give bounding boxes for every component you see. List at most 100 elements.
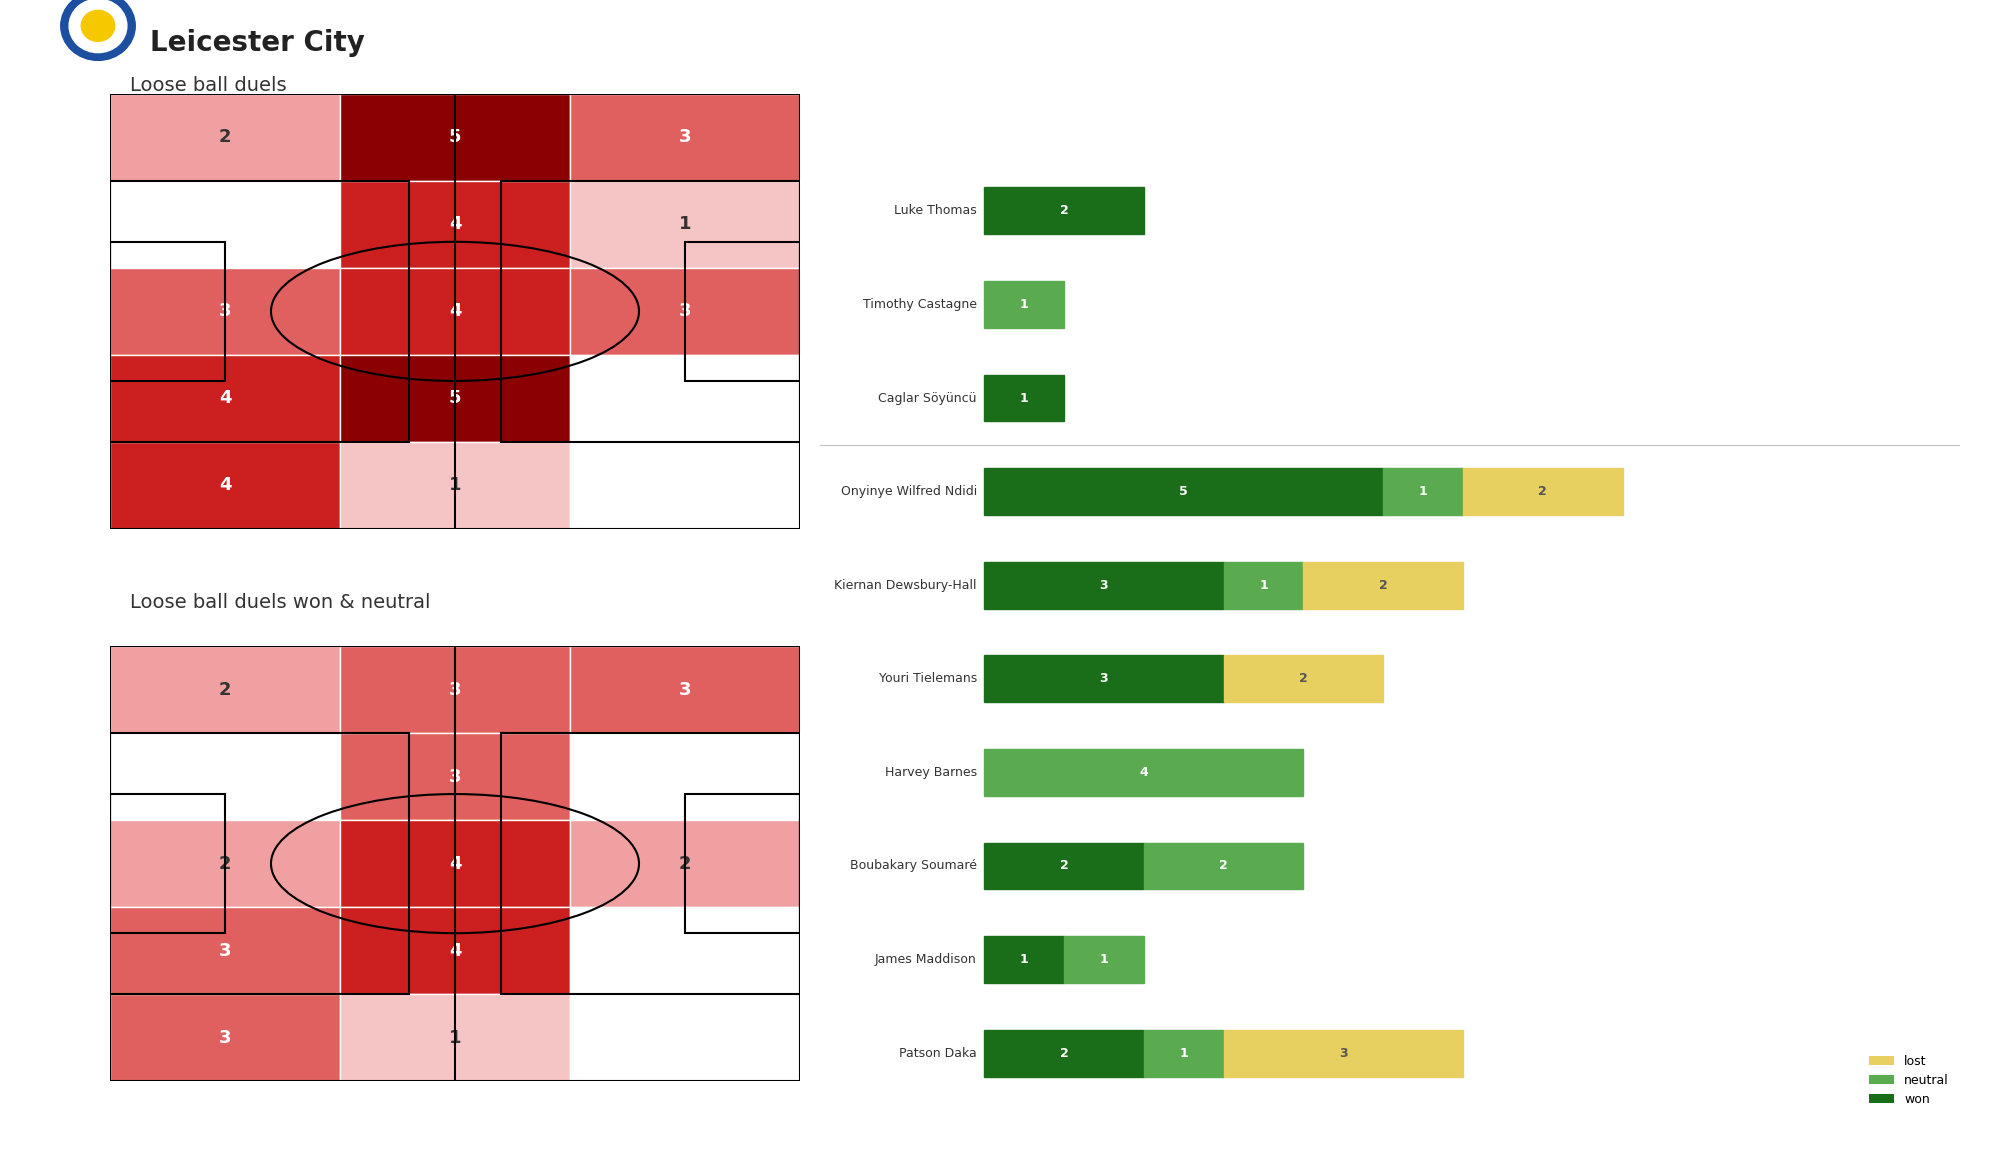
Text: 1: 1: [1418, 485, 1428, 498]
Bar: [110, 355, 340, 442]
Bar: [110, 181, 340, 268]
Text: 1: 1: [448, 1028, 462, 1047]
Text: 2: 2: [1060, 859, 1068, 873]
Bar: [340, 181, 570, 268]
Bar: [570, 442, 800, 529]
Text: Kiernan Dewsbury-Hall: Kiernan Dewsbury-Hall: [834, 579, 976, 592]
Bar: [684, 794, 800, 933]
Bar: [984, 375, 1064, 422]
Bar: [110, 733, 408, 994]
Text: 2: 2: [218, 128, 232, 147]
Bar: [110, 907, 340, 994]
Text: 3: 3: [1338, 1047, 1348, 1060]
Text: Harvey Barnes: Harvey Barnes: [884, 766, 976, 779]
Text: Patson Daka: Patson Daka: [900, 1047, 976, 1060]
Bar: [1304, 562, 1462, 609]
Text: 2: 2: [1220, 859, 1228, 873]
Text: Youri Tielemans: Youri Tielemans: [878, 672, 976, 685]
Text: 2: 2: [1378, 579, 1388, 592]
Text: 1: 1: [678, 215, 692, 234]
Circle shape: [70, 0, 126, 53]
Bar: [500, 181, 800, 442]
Text: 1: 1: [1180, 1047, 1188, 1060]
Text: 4: 4: [448, 941, 462, 960]
Text: 3: 3: [1100, 579, 1108, 592]
Bar: [984, 656, 1224, 703]
Bar: [110, 442, 340, 529]
Text: 2: 2: [218, 854, 232, 873]
Text: 4: 4: [218, 476, 232, 495]
Bar: [340, 442, 570, 529]
Text: Loose ball duels: Loose ball duels: [130, 76, 286, 95]
Bar: [570, 355, 800, 442]
Text: 3: 3: [218, 941, 232, 960]
Bar: [984, 936, 1064, 983]
Bar: [984, 281, 1064, 328]
Bar: [570, 907, 800, 994]
Text: Luke Thomas: Luke Thomas: [894, 204, 976, 217]
Bar: [340, 994, 570, 1081]
Bar: [570, 94, 800, 181]
Bar: [570, 733, 800, 820]
Bar: [1462, 468, 1622, 515]
Bar: [570, 994, 800, 1081]
Bar: [110, 646, 340, 733]
Bar: [340, 94, 570, 181]
Text: 5: 5: [1180, 485, 1188, 498]
Text: 4: 4: [448, 302, 462, 321]
Text: 3: 3: [448, 680, 462, 699]
Bar: [1144, 842, 1304, 889]
Text: Boubakary Soumaré: Boubakary Soumaré: [850, 859, 976, 873]
Text: Caglar Söyüncü: Caglar Söyüncü: [878, 391, 976, 404]
Text: 5: 5: [448, 128, 462, 147]
Text: 1: 1: [1020, 298, 1028, 311]
Text: 2: 2: [218, 680, 232, 699]
Text: 2: 2: [1060, 204, 1068, 217]
Circle shape: [82, 11, 114, 41]
Text: 3: 3: [448, 767, 462, 786]
Text: 2: 2: [1298, 672, 1308, 685]
Bar: [984, 1029, 1144, 1076]
Bar: [570, 268, 800, 355]
Bar: [1224, 1029, 1462, 1076]
Text: 3: 3: [678, 128, 692, 147]
Bar: [340, 355, 570, 442]
Text: James Maddison: James Maddison: [876, 953, 976, 966]
Bar: [984, 842, 1144, 889]
Text: 3: 3: [678, 680, 692, 699]
Bar: [984, 748, 1304, 795]
Bar: [340, 268, 570, 355]
Text: Onyinye Wilfred Ndidi: Onyinye Wilfred Ndidi: [840, 485, 976, 498]
Bar: [340, 820, 570, 907]
Bar: [1144, 1029, 1224, 1076]
Text: 1: 1: [1020, 391, 1028, 404]
Bar: [984, 188, 1144, 234]
Bar: [500, 733, 800, 994]
Text: 1: 1: [1260, 579, 1268, 592]
Text: Loose ball duels won & neutral: Loose ball duels won & neutral: [130, 593, 430, 612]
Bar: [110, 94, 340, 181]
Bar: [110, 242, 224, 381]
Bar: [1224, 656, 1384, 703]
Bar: [110, 268, 340, 355]
Bar: [110, 794, 224, 933]
Text: 1: 1: [448, 476, 462, 495]
Bar: [984, 468, 1384, 515]
Bar: [340, 907, 570, 994]
Text: Leicester City: Leicester City: [150, 29, 364, 58]
Text: 4: 4: [218, 389, 232, 408]
Bar: [1384, 468, 1462, 515]
Bar: [110, 733, 340, 820]
Bar: [1224, 562, 1304, 609]
Text: 3: 3: [218, 1028, 232, 1047]
Text: 4: 4: [448, 215, 462, 234]
Bar: [1064, 936, 1144, 983]
Text: 2: 2: [1538, 485, 1548, 498]
Bar: [340, 733, 570, 820]
Text: 1: 1: [1020, 953, 1028, 966]
Text: 2: 2: [1060, 1047, 1068, 1060]
Bar: [570, 646, 800, 733]
Text: 1: 1: [1100, 953, 1108, 966]
Text: 3: 3: [218, 302, 232, 321]
Text: 5: 5: [448, 389, 462, 408]
